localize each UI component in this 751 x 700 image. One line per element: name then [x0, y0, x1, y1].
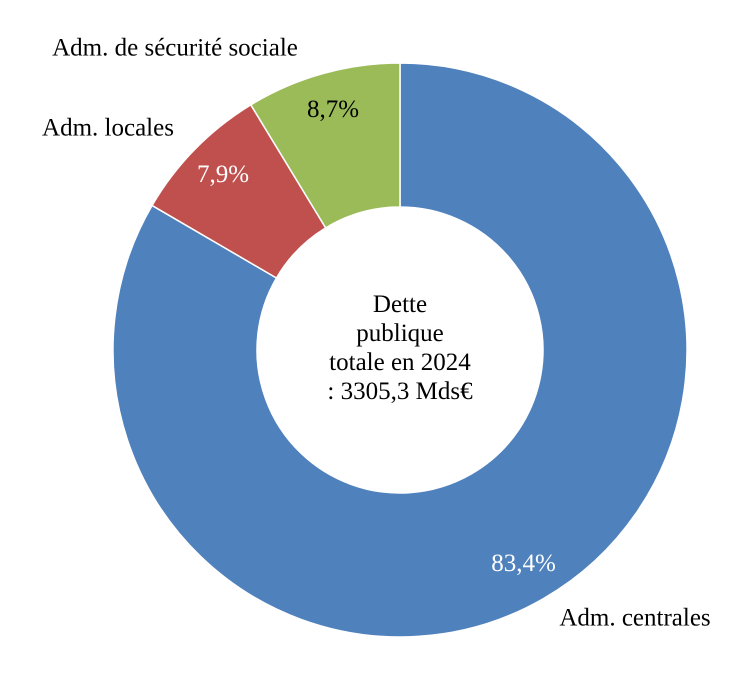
category-label: Adm. de sécurité sociale	[52, 35, 298, 62]
center-text: Dette	[373, 291, 427, 318]
donut-slice	[249, 62, 401, 229]
category-label: Adm. locales	[42, 115, 174, 142]
center-text: publique	[356, 320, 444, 347]
value-label: 7,9%	[197, 161, 249, 188]
donut-slice	[112, 62, 688, 638]
value-label: 8,7%	[307, 96, 359, 123]
category-label: Adm. centrales	[559, 605, 710, 632]
center-text: : 3305,3 Mds€	[327, 378, 473, 405]
value-label: 83,4%	[491, 550, 556, 577]
center-text: totale en 2024	[329, 349, 471, 376]
